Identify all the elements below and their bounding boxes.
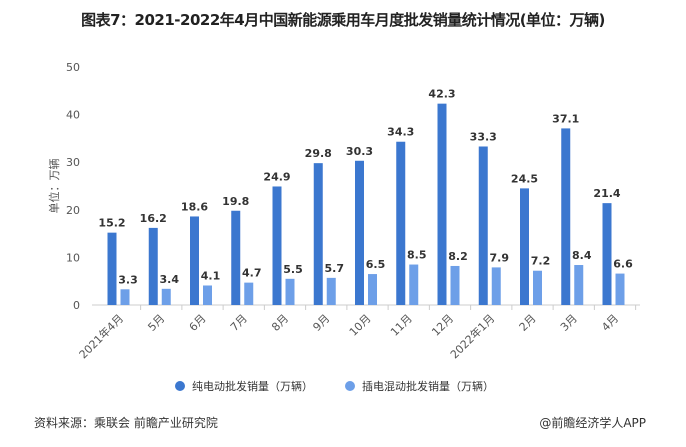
y-axis-label: 单位：万辆 (47, 159, 61, 214)
chart-title: 图表7：2021-2022年4月中国新能源乘用车月度批发销量统计情况(单位：万辆… (81, 11, 605, 29)
data-label: 34.3 (387, 126, 414, 139)
bev-bar (148, 227, 158, 305)
x-tick-label: 11月 (388, 312, 415, 339)
data-label: 21.4 (593, 187, 620, 200)
phev-bar (161, 288, 171, 305)
credit-note: @前瞻经济学人APP (539, 416, 646, 430)
data-label: 30.3 (346, 145, 373, 158)
data-label: 8.2 (448, 250, 468, 263)
data-label: 33.3 (470, 130, 497, 143)
phev-bar (326, 277, 336, 305)
legend-marker (345, 381, 355, 391)
y-tick-label: 40 (66, 109, 80, 122)
y-tick-label: 0 (73, 299, 80, 312)
data-label: 24.5 (511, 172, 538, 185)
data-label: 19.8 (222, 195, 249, 208)
data-label: 6.5 (366, 258, 386, 271)
phev-bar (120, 289, 130, 305)
x-tick-label: 4月 (599, 312, 621, 334)
bev-bar (355, 160, 364, 305)
legend-marker (175, 381, 185, 391)
x-tick-label: 8月 (269, 312, 291, 334)
x-tick-label: 12月 (429, 312, 456, 339)
data-label: 37.1 (552, 112, 579, 125)
phev-bar (244, 282, 254, 305)
bev-bar (478, 146, 488, 305)
x-tick-label: 7月 (228, 312, 250, 334)
bev-bar (190, 216, 199, 305)
legend-label: 纯电动批发销量（万辆） (192, 379, 313, 393)
bev-bar (313, 163, 323, 305)
y-tick-label: 30 (66, 156, 80, 169)
phev-bar (285, 278, 295, 305)
x-tick-label: 2月 (517, 312, 539, 334)
data-label: 18.6 (181, 200, 208, 213)
data-label: 5.7 (325, 262, 345, 275)
bev-bar (437, 103, 447, 305)
phev-bar (368, 274, 377, 305)
bev-bar (231, 210, 241, 305)
data-label: 5.5 (283, 263, 303, 276)
bev-bar (107, 232, 117, 305)
y-tick-label: 50 (66, 61, 80, 74)
phev-bar (450, 265, 460, 305)
phev-bar (615, 273, 625, 305)
phev-bar (409, 264, 419, 305)
phev-bar (533, 270, 542, 305)
y-tick-label: 10 (66, 251, 80, 264)
bev-bar (602, 203, 612, 305)
bev-bar (561, 128, 571, 305)
data-label: 7.2 (531, 255, 551, 268)
x-tick-label: 2021年4月 (76, 311, 126, 361)
x-tick-label: 5月 (145, 312, 167, 334)
bev-bar (396, 141, 406, 305)
x-tick-label: 6月 (187, 312, 209, 334)
data-label: 4.1 (201, 269, 221, 282)
bev-bar (272, 186, 282, 305)
data-label: 15.2 (98, 217, 125, 230)
source-note: 资料来源：乘联会 前瞻产业研究院 (34, 416, 218, 430)
phev-bar (574, 265, 584, 305)
data-label: 3.3 (118, 273, 138, 286)
x-tick-label: 3月 (558, 312, 580, 334)
x-tick-label: 10月 (347, 312, 374, 339)
data-label: 6.6 (613, 258, 633, 271)
data-label: 16.2 (140, 212, 167, 225)
data-label: 24.9 (263, 170, 290, 183)
data-label: 7.9 (490, 251, 510, 264)
y-tick-label: 20 (66, 204, 80, 217)
data-label: 8.5 (407, 249, 427, 262)
x-tick-label: 9月 (310, 312, 332, 334)
legend-label: 插电混动批发销量（万辆） (362, 379, 494, 393)
phev-bar (491, 267, 501, 305)
data-label: 29.8 (305, 147, 332, 160)
data-label: 42.3 (428, 88, 455, 101)
bev-bar (520, 188, 529, 305)
x-tick-label: 2022年1月 (447, 311, 497, 361)
data-label: 3.4 (160, 273, 180, 286)
data-label: 4.7 (242, 267, 262, 280)
phev-bar (203, 285, 212, 305)
data-label: 8.4 (572, 249, 592, 262)
